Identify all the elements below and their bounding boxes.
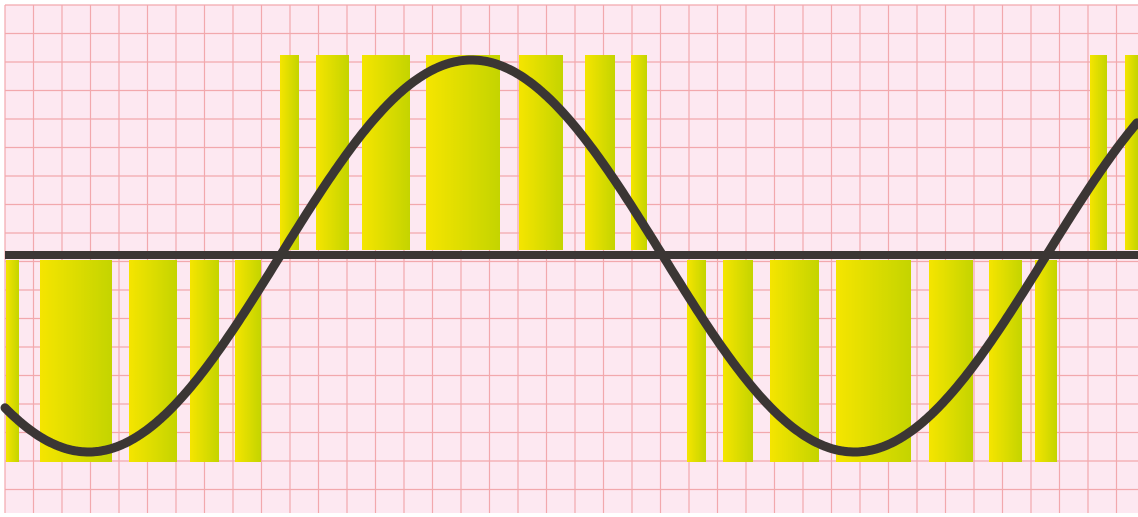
negative-pulse-bar: [40, 260, 112, 462]
sine-wave-curve: [0, 55, 1138, 457]
negative-pulse-bar: [1035, 260, 1057, 462]
negative-pulse-bar: [929, 260, 973, 462]
positive-pulse-bar: [426, 55, 500, 250]
negative-pulse-bar: [6, 260, 19, 462]
positive-pulse-bar: [280, 55, 299, 250]
positive-pulse-bar: [1090, 55, 1107, 250]
negative-pulse-bar: [989, 260, 1022, 462]
positive-pulse-bar: [631, 55, 647, 250]
positive-pulse-bar: [362, 55, 410, 250]
positive-pulse-bar: [1125, 55, 1138, 250]
negative-pulse-bar: [687, 260, 706, 462]
pulse-bars: [6, 55, 1138, 462]
negative-pulse-bar: [129, 260, 177, 462]
negative-pulse-bar: [836, 260, 911, 462]
